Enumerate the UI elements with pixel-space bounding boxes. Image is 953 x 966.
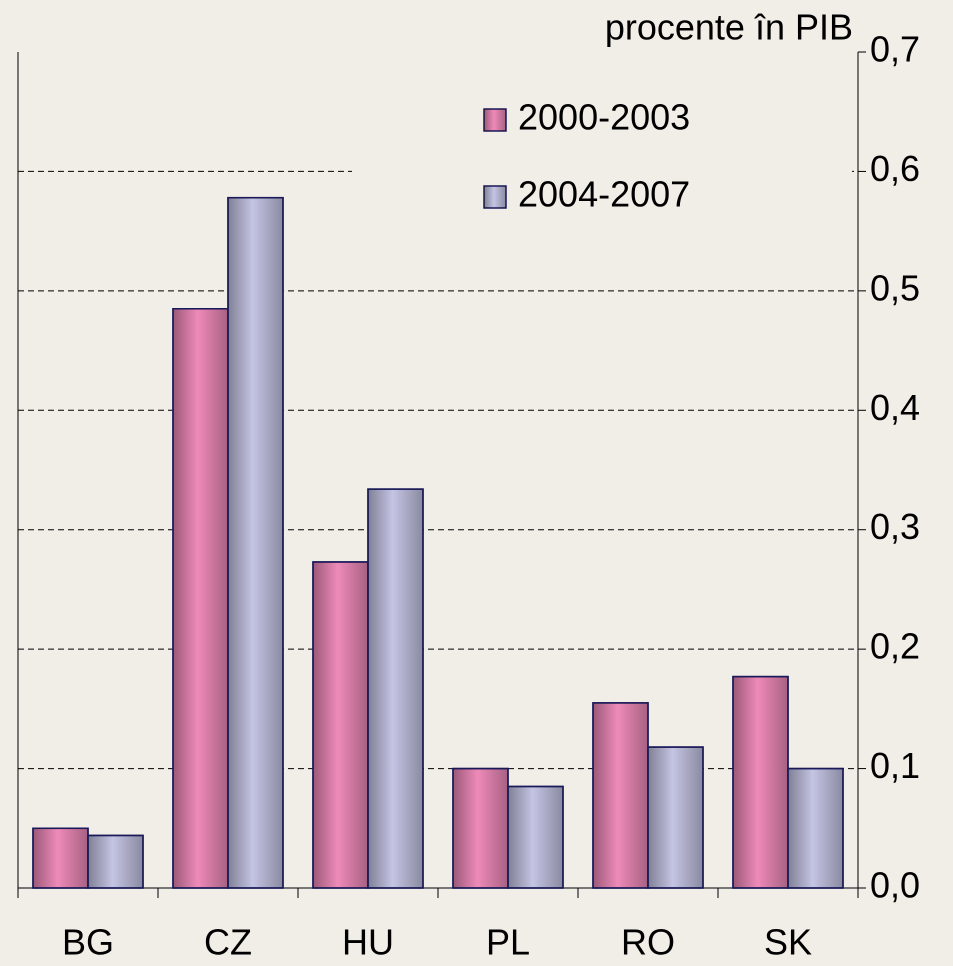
bar-shade xyxy=(647,746,704,889)
legend-swatch-shade xyxy=(484,186,506,208)
x-tick-label: CZ xyxy=(204,922,252,963)
y-tick-label: 0,4 xyxy=(870,387,920,428)
x-tick-label: RO xyxy=(621,922,675,963)
bar-shade xyxy=(507,785,564,889)
bar-shade xyxy=(312,561,369,889)
legend-label: 2000-2003 xyxy=(518,97,690,138)
y-tick-label: 0,6 xyxy=(870,148,920,189)
y-tick-label: 0,7 xyxy=(870,29,920,70)
x-tick-label: HU xyxy=(342,922,394,963)
y-tick-label: 0,0 xyxy=(870,865,920,906)
x-tick-label: BG xyxy=(62,922,114,963)
bar-shade xyxy=(87,834,144,889)
y-axis-label: procente în PIB xyxy=(605,7,853,48)
legend-bg xyxy=(352,75,852,235)
y-tick-label: 0,2 xyxy=(870,626,920,667)
legend-label: 2004-2007 xyxy=(518,174,690,215)
bar-shade xyxy=(732,675,789,889)
bar-shade xyxy=(592,702,649,889)
bar-shade xyxy=(172,308,229,889)
bar-shade xyxy=(367,488,424,889)
bar-shade xyxy=(32,827,89,889)
y-tick-label: 0,1 xyxy=(870,745,920,786)
bar-shade xyxy=(452,767,509,889)
y-tick-label: 0,5 xyxy=(870,267,920,308)
bar-shade xyxy=(787,767,844,889)
y-tick-label: 0,3 xyxy=(870,506,920,547)
legend-swatch-shade xyxy=(484,109,506,131)
bar-shade xyxy=(227,196,284,889)
x-tick-label: SK xyxy=(764,922,812,963)
x-tick-label: PL xyxy=(486,922,530,963)
